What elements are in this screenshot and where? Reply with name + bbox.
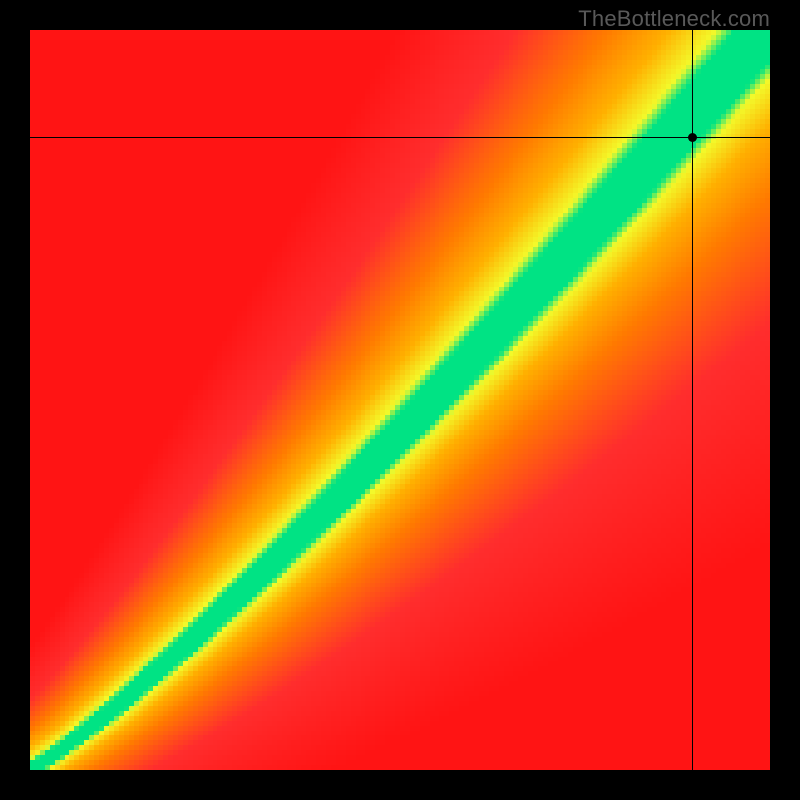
watermark-text: TheBottleneck.com: [578, 6, 770, 32]
heatmap-plot: [30, 30, 770, 770]
chart-container: TheBottleneck.com: [0, 0, 800, 800]
heatmap-canvas: [30, 30, 770, 770]
crosshair-marker: [688, 133, 697, 142]
crosshair-horizontal: [30, 137, 770, 138]
